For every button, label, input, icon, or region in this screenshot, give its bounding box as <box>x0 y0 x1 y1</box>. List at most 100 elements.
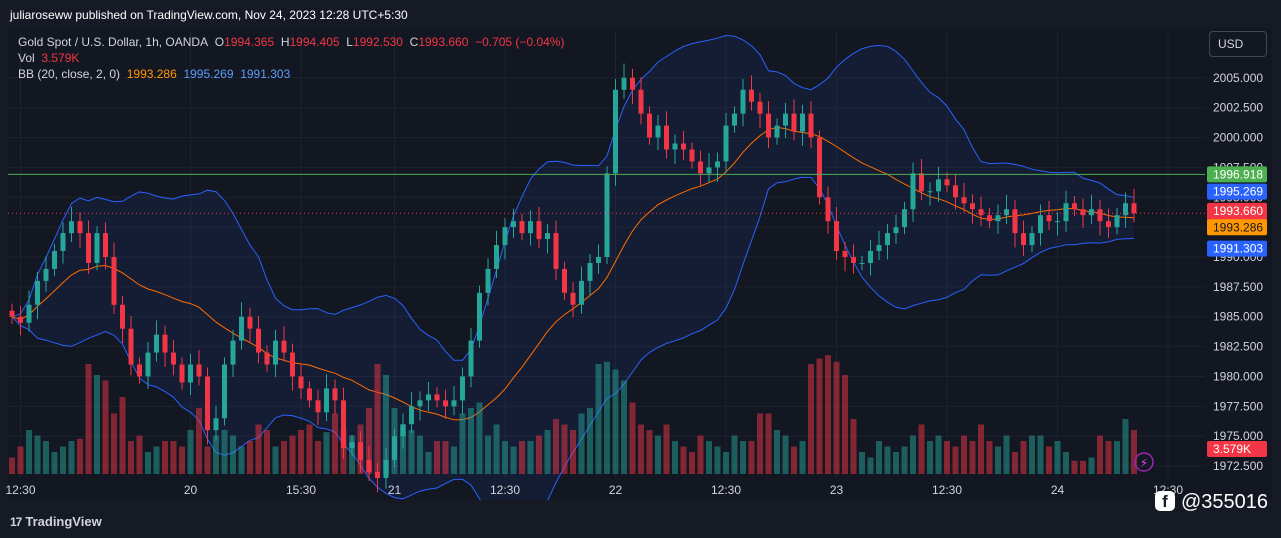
volume-bar <box>26 430 32 474</box>
volume-value: 3.579K <box>41 51 80 65</box>
volume-bar <box>247 441 253 474</box>
alert-icon[interactable]: ⚡ <box>1134 452 1154 472</box>
candle-body <box>375 472 380 478</box>
high-value: 1994.405 <box>289 35 340 49</box>
candle-body <box>205 376 210 431</box>
candle-body <box>519 221 525 234</box>
candle-body <box>409 406 414 425</box>
volume-bar <box>1046 446 1052 474</box>
candle-body <box>443 400 448 407</box>
candle-body <box>885 233 890 246</box>
volume-bar <box>213 435 219 474</box>
tradingview-logo[interactable]: 17 TradingView <box>10 514 102 529</box>
candle-body <box>111 257 117 305</box>
candle-body <box>383 460 389 478</box>
candle-body <box>681 143 686 150</box>
hline-price-tag-bg <box>1207 166 1267 183</box>
upper-band-tag-bg <box>1207 183 1267 200</box>
candle-body <box>791 113 797 132</box>
candle-body <box>1038 215 1043 234</box>
volume-bar <box>799 441 806 474</box>
candle-body <box>604 173 610 257</box>
volume-bar <box>289 435 296 474</box>
volume-bar <box>400 424 406 474</box>
bb-label[interactable]: BB (20, close, 2, 0) <box>18 67 121 81</box>
volume-bar <box>918 424 925 474</box>
volume-bar <box>833 361 840 474</box>
volume-bar <box>179 446 185 474</box>
bb-basis-value: 1993.286 <box>126 67 177 81</box>
candle-body <box>1123 203 1128 216</box>
candle-body <box>995 215 1001 222</box>
time-tick-label: 20 <box>184 483 198 497</box>
volume-bar <box>153 446 160 474</box>
candle-body <box>808 113 814 138</box>
volume-bar <box>1029 435 1035 474</box>
volume-bar <box>264 430 270 474</box>
volume-bar <box>434 441 440 474</box>
candle-body <box>1055 221 1060 223</box>
candle-body <box>1063 203 1069 222</box>
volume-bar <box>544 430 551 474</box>
volume-bar <box>587 408 593 474</box>
candle-body <box>723 125 729 162</box>
volume-label[interactable]: Vol <box>18 51 35 65</box>
currency-button[interactable]: USD <box>1209 31 1267 57</box>
candle-body <box>842 251 848 257</box>
candle-body <box>460 376 465 401</box>
candle-body <box>621 77 627 90</box>
candle-body <box>1012 209 1018 234</box>
price-tick-label: 2000.000 <box>1213 131 1263 145</box>
publisher-info: juliaroseww published on TradingView.com… <box>10 8 408 22</box>
volume-bar <box>723 452 729 474</box>
volume-bar <box>621 380 627 474</box>
candle-body <box>1131 203 1137 214</box>
volume-bar <box>595 364 602 474</box>
volume-bar <box>527 441 534 474</box>
bb-row: BB (20, close, 2, 0) 1993.286 1995.269 1… <box>18 66 564 82</box>
candle-body <box>324 388 329 413</box>
volume-bar <box>51 452 58 474</box>
volume-bar <box>1054 441 1061 474</box>
volume-bar <box>230 435 236 474</box>
candle-body <box>1004 209 1009 216</box>
volume-bar <box>655 435 661 474</box>
price-tick-label: 1972.500 <box>1213 459 1263 473</box>
volume-bar <box>910 435 916 474</box>
candle-body <box>672 143 678 150</box>
bb-upper-value: 1995.269 <box>183 67 234 81</box>
candle-body <box>86 233 91 263</box>
candle-body <box>239 316 244 341</box>
volume-bar <box>629 402 636 474</box>
volume-bar <box>765 413 772 474</box>
volume-bar <box>808 364 814 474</box>
volume-bar <box>995 446 1001 474</box>
volume-bar <box>672 441 678 474</box>
symbol-name[interactable]: Gold Spot / U.S. Dollar, 1h, OANDA <box>18 35 209 49</box>
candle-body <box>434 394 440 401</box>
volume-bar <box>876 441 882 474</box>
price-axis: 2005.0002002.5002000.0001997.5001995.000… <box>1213 71 1263 473</box>
volume-bar <box>417 435 423 474</box>
candle-body <box>349 442 355 449</box>
candle-body <box>426 394 431 401</box>
volume-bar <box>782 435 789 474</box>
candle-body <box>783 113 788 126</box>
volume-bar <box>366 408 372 474</box>
candle-body <box>417 400 423 407</box>
top-bar: juliaroseww published on TradingView.com… <box>0 0 1281 28</box>
candle-body <box>740 89 746 114</box>
volume-bar <box>697 435 704 474</box>
volume-bar <box>332 413 338 474</box>
tradingview-logo-text: TradingView <box>25 514 102 529</box>
candle-body <box>230 340 236 365</box>
volume-bar <box>162 441 168 474</box>
social-handle: f @355016 <box>1155 491 1268 514</box>
volume-bar <box>383 375 389 474</box>
volume-bar <box>646 430 653 474</box>
volume-bar <box>476 402 483 474</box>
candle-body <box>953 185 958 198</box>
candle-body <box>120 304 125 329</box>
candle-body <box>630 77 635 90</box>
